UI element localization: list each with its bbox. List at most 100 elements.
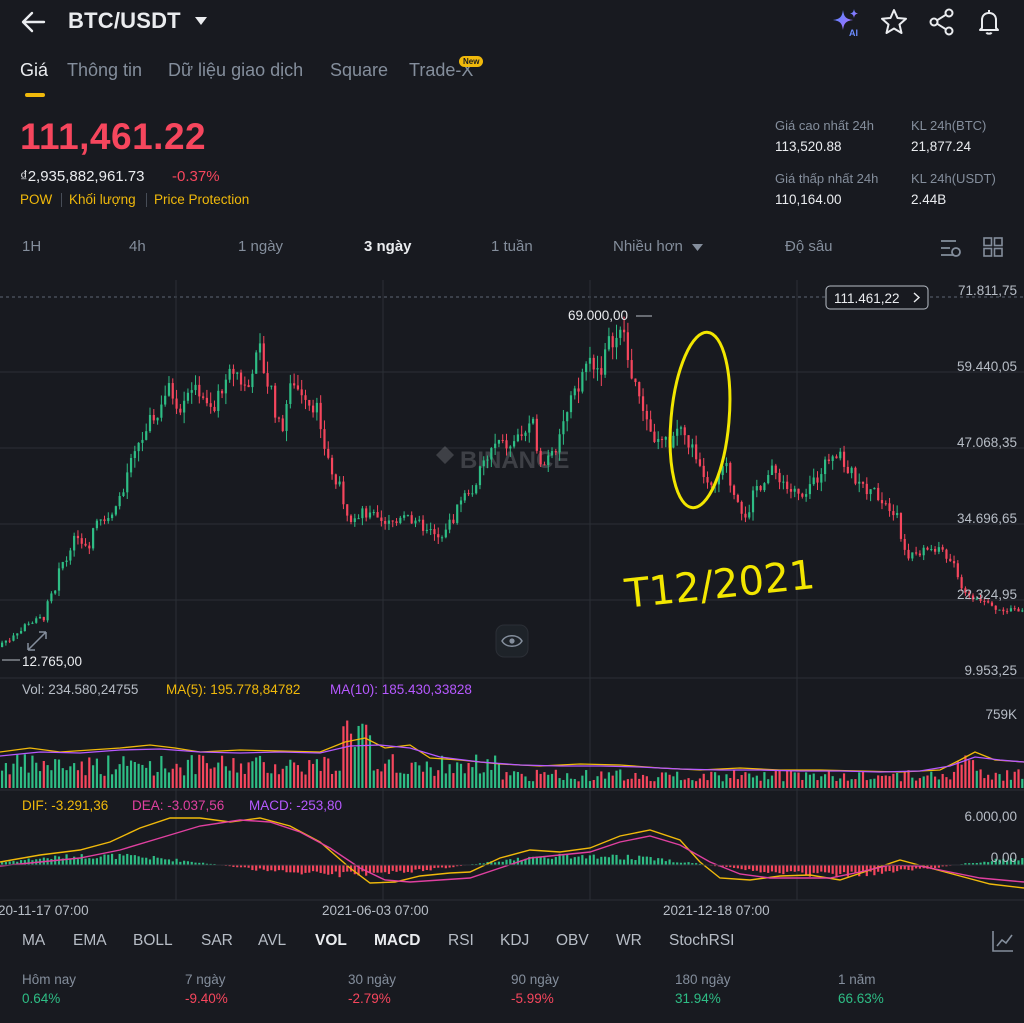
pair-title[interactable]: BTC/USDT (68, 8, 181, 33)
perf-label-30d: 30 ngày (348, 972, 397, 987)
candle-body (73, 535, 76, 551)
tag-price-protection[interactable]: Price Protection (154, 192, 250, 207)
macd-bar (437, 865, 440, 868)
candle-body (145, 431, 148, 440)
tag-pow[interactable]: POW (20, 192, 53, 207)
tag-volume[interactable]: Khối lượng (69, 192, 136, 207)
volume-bar (103, 775, 106, 788)
tab-square[interactable]: Square (330, 60, 389, 80)
indicator-boll[interactable]: BOLL (133, 932, 173, 949)
interval-1w[interactable]: 1 tuần (491, 238, 533, 255)
tab-trading-data[interactable]: Dữ liệu giao dịch (168, 60, 304, 80)
candle-body (285, 403, 288, 431)
indicator-macd[interactable]: MACD (374, 932, 421, 949)
current-price-tag[interactable]: 111.461,22 (825, 285, 929, 310)
candle-body (486, 459, 489, 461)
volume-bar (789, 770, 793, 788)
chevron-down-icon[interactable] (692, 244, 703, 252)
volume-bar (899, 781, 903, 788)
candle-body (334, 474, 337, 485)
back-arrow-icon[interactable] (18, 8, 48, 36)
volume-bar (896, 772, 899, 788)
candle-body (846, 466, 849, 474)
volume-bar (1013, 771, 1016, 788)
candle-body (839, 451, 842, 459)
candle-body (717, 475, 720, 485)
macd-bar (550, 858, 554, 866)
tab-price[interactable]: Giá (20, 60, 49, 80)
candle-body (35, 618, 38, 623)
candle-body (368, 512, 372, 518)
indicator-ema[interactable]: EMA (73, 932, 107, 949)
indicator-obv[interactable]: OBV (556, 932, 589, 949)
volume-bar (823, 774, 827, 788)
indicator-ma[interactable]: MA (22, 932, 46, 949)
ai-sparkle-icon[interactable]: AI (830, 6, 862, 38)
candle-body (664, 437, 667, 440)
interval-1d[interactable]: 1 ngày (238, 238, 284, 255)
macd-bar (95, 858, 99, 866)
candle-body (577, 388, 580, 392)
volume-bar (725, 774, 728, 788)
tab-trade-x[interactable]: Trade-X (409, 60, 474, 80)
volume-bar (4, 763, 7, 788)
volume-bar (744, 772, 747, 788)
candle-body (274, 385, 277, 418)
indicator-stochrsi[interactable]: StochRSI (669, 932, 735, 949)
indicator-avl[interactable]: AVL (258, 932, 287, 949)
tab-info[interactable]: Thông tin (67, 60, 143, 80)
interval-more[interactable]: Nhiều hơn (613, 238, 683, 255)
volume-bar (73, 763, 76, 788)
eye-icon[interactable] (495, 624, 529, 658)
macd-bar (88, 858, 91, 866)
volume-bar (27, 772, 30, 788)
grid-layout-icon[interactable] (983, 237, 1003, 257)
interval-3d[interactable]: 3 ngày (364, 238, 412, 255)
candlestick-chart[interactable]: BINANCE 111.461,22 71.811,75 59.440,05 4… (0, 280, 1024, 920)
volume-bar (721, 781, 724, 788)
candle-body (535, 418, 538, 451)
volume-bar (107, 755, 110, 788)
bell-icon[interactable] (973, 6, 1005, 38)
macd-bar (869, 865, 872, 872)
volume-bar (110, 774, 114, 788)
volume-bar (433, 775, 436, 788)
indicator-vol[interactable]: VOL (315, 932, 347, 949)
indicator-rsi[interactable]: RSI (448, 932, 474, 949)
candle-body (793, 488, 796, 492)
volume-bar (217, 762, 220, 788)
indicator-kdj[interactable]: KDJ (500, 932, 530, 949)
share-icon[interactable] (926, 6, 958, 38)
interval-4h[interactable]: 4h (129, 238, 146, 255)
macd-bar (129, 855, 133, 866)
chevron-down-icon[interactable] (194, 16, 208, 26)
candle-body (634, 378, 637, 383)
high-24h-value: 113,520.88 (775, 139, 842, 154)
candle-body (361, 508, 364, 519)
high-price-marker: 69.000,00 (568, 308, 628, 323)
volume-bar (440, 755, 444, 788)
volume-bar (573, 779, 576, 788)
candle-body (399, 517, 402, 524)
indicator-wr[interactable]: WR (616, 932, 642, 949)
candle-body (558, 434, 561, 453)
volume-bar (247, 762, 250, 788)
volume-bar (327, 758, 330, 788)
macd-bar (801, 865, 804, 873)
interval-depth[interactable]: Độ sâu (785, 238, 833, 255)
candle-body (778, 472, 781, 483)
candle-body (949, 558, 952, 562)
indicator-settings-icon[interactable] (940, 238, 962, 258)
candle-body (596, 368, 599, 370)
candle-body (581, 372, 584, 392)
expand-icon[interactable] (27, 631, 47, 651)
candle-body (338, 481, 341, 485)
chart-settings-icon[interactable] (990, 928, 1016, 954)
candle-body (475, 485, 478, 494)
candle-body (247, 385, 250, 388)
interval-1h[interactable]: 1H (22, 238, 42, 255)
candle-body (721, 466, 724, 476)
indicator-sar[interactable]: SAR (201, 932, 233, 949)
macd-legend: MACD: -253,80 (249, 798, 342, 813)
star-icon[interactable] (878, 6, 910, 38)
